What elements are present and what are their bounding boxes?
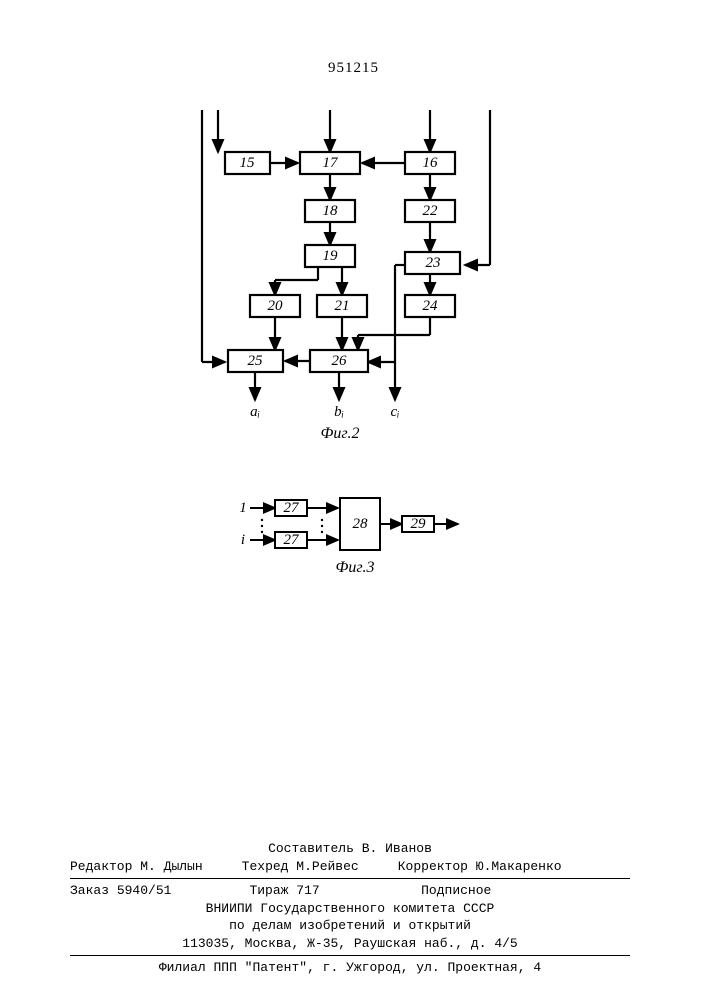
footer-rule-1 bbox=[70, 878, 630, 879]
block-27a-label: 27 bbox=[284, 500, 301, 516]
block-26-label: 26 bbox=[332, 353, 348, 369]
fig2-caption: Фиг.2 bbox=[321, 425, 360, 442]
block-16-label: 16 bbox=[423, 155, 439, 171]
footer-branch: Филиал ППП "Патент", г. Ужгород, ул. Про… bbox=[70, 959, 630, 977]
output-b-label: bᵢ bbox=[334, 404, 344, 420]
figure-3: 1 i 27 27 28 29 Фиг.3 bbox=[240, 490, 480, 600]
fig3-input-1: 1 bbox=[240, 500, 247, 516]
composer-label: Составитель bbox=[268, 841, 354, 856]
block-28-label: 28 bbox=[353, 516, 369, 532]
footer-rule-2 bbox=[70, 955, 630, 956]
tirazh-value: 717 bbox=[296, 883, 319, 898]
composer-name: В. Иванов bbox=[362, 841, 432, 856]
block-18-label: 18 bbox=[323, 203, 339, 219]
editor-label: Редактор bbox=[70, 859, 132, 874]
document-number: 951215 bbox=[0, 60, 707, 77]
block-29-label: 29 bbox=[411, 516, 427, 532]
subscription: Подписное bbox=[421, 883, 491, 898]
page: 951215 bbox=[0, 0, 707, 1000]
fig3-input-i: i bbox=[241, 532, 245, 548]
block-21-label: 21 bbox=[335, 298, 350, 314]
corrector-name: Ю.Макаренко bbox=[476, 859, 562, 874]
fig3-caption: Фиг.3 bbox=[336, 559, 375, 576]
block-24-label: 24 bbox=[423, 298, 439, 314]
footer-addr1: 113035, Москва, Ж-35, Раушская наб., д. … bbox=[70, 935, 630, 953]
techred-label: Техред bbox=[242, 859, 289, 874]
output-c-label: cᵢ bbox=[390, 404, 399, 420]
block-20-label: 20 bbox=[268, 298, 284, 314]
block-23-label: 23 bbox=[426, 255, 441, 271]
output-a-label: aᵢ bbox=[250, 404, 260, 420]
footer-org1: ВНИИПИ Государственного комитета СССР bbox=[70, 900, 630, 918]
order-value: 5940/51 bbox=[117, 883, 172, 898]
block-19-label: 19 bbox=[323, 248, 339, 264]
corrector-label: Корректор bbox=[398, 859, 468, 874]
footer-colophon: Составитель В. Иванов Редактор М. Дылын … bbox=[70, 840, 630, 977]
block-22-label: 22 bbox=[423, 203, 439, 219]
block-15-label: 15 bbox=[240, 155, 256, 171]
block-25-label: 25 bbox=[248, 353, 264, 369]
footer-org2: по делам изобретений и открытий bbox=[70, 917, 630, 935]
figure-2: 15 17 16 18 22 19 23 20 21 24 25 26 aᵢ b… bbox=[190, 110, 530, 450]
editor-name: М. Дылын bbox=[140, 859, 202, 874]
block-27b-label: 27 bbox=[284, 532, 301, 548]
order-label: Заказ bbox=[70, 883, 109, 898]
block-17-label: 17 bbox=[323, 155, 340, 171]
techred-name: М.Рейвес bbox=[296, 859, 358, 874]
tirazh-label: Тираж bbox=[249, 883, 288, 898]
